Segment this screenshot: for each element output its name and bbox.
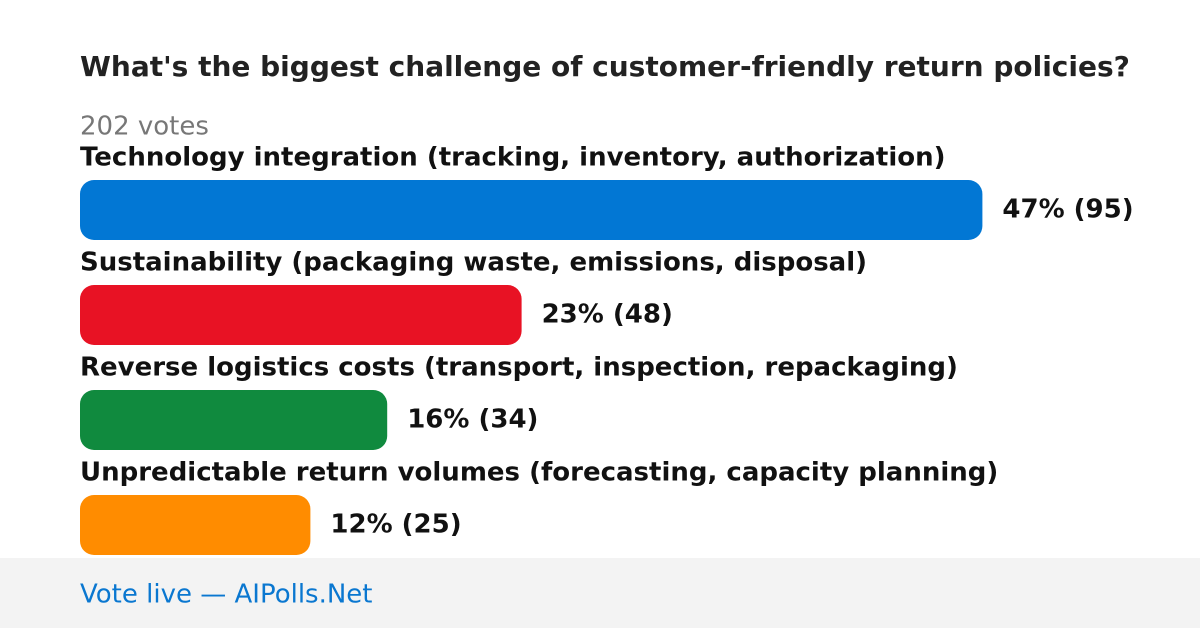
bar	[80, 180, 983, 240]
bar	[80, 495, 311, 555]
option-label: Technology integration (tracking, invent…	[80, 143, 946, 173]
option-label: Unpredictable return volumes (forecastin…	[80, 458, 998, 488]
footer-link[interactable]: Vote live — AIPolls.Net	[80, 580, 373, 610]
value-label: 23% (48)	[542, 300, 673, 330]
bar	[80, 390, 388, 450]
bar	[80, 285, 522, 345]
value-label: 16% (34)	[407, 405, 538, 435]
option-label: Sustainability (packaging waste, emissio…	[80, 248, 867, 278]
value-label: 12% (25)	[330, 510, 461, 540]
vote-count: 202 votes	[80, 112, 209, 142]
option-label: Reverse logistics costs (transport, insp…	[80, 353, 958, 383]
value-label: 47% (95)	[1002, 195, 1133, 225]
chart-title: What's the biggest challenge of customer…	[80, 50, 1130, 83]
footer-bar	[0, 558, 1200, 628]
